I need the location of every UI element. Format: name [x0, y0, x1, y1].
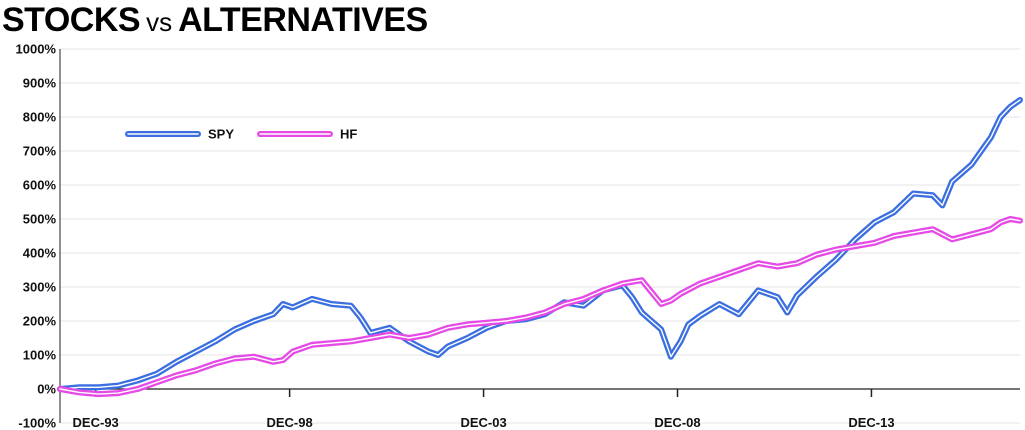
legend-item-spy: SPY: [125, 127, 234, 142]
title-part-stocks: STOCKS: [2, 1, 141, 39]
y-tick-label: 0%: [37, 382, 56, 397]
series-lines: [57, 97, 1023, 398]
y-tick-label: 200%: [23, 314, 57, 329]
legend-item-hf: HF: [257, 127, 357, 142]
title-part-alternatives: ALTERNATIVES: [178, 1, 428, 39]
y-tick-label: 1000%: [16, 42, 57, 57]
gridlines: [60, 48, 1020, 424]
y-tick-label: 300%: [23, 280, 57, 295]
x-tick-label: DEC-13: [848, 415, 894, 430]
y-tick-label: 500%: [23, 212, 57, 227]
legend: SPY HF: [125, 127, 357, 142]
x-tick-label: DEC-08: [654, 415, 700, 430]
legend-label-hf: HF: [340, 127, 357, 142]
y-tick-label: 900%: [23, 76, 57, 91]
series-hf-line: [57, 216, 1023, 398]
legend-label-spy: SPY: [208, 127, 234, 142]
y-tick-label: 800%: [23, 110, 57, 125]
x-tick-label: DEC-03: [460, 415, 506, 430]
x-tick-label: DEC-93: [73, 415, 119, 430]
y-tick-label: -100%: [18, 416, 56, 430]
y-tick-label: 700%: [23, 144, 57, 159]
y-tick-label: 100%: [23, 348, 57, 363]
x-tick-label: DEC-98: [266, 415, 312, 430]
y-tick-label: 400%: [23, 246, 57, 261]
chart-title: STOCKS vs ALTERNATIVES: [2, 0, 428, 40]
y-tick-label: 600%: [23, 178, 57, 193]
axes: -100% 0% 100% 200% 300% 400% 500% 600% 700% 800% 9…: [16, 42, 1020, 430]
series-hf-highlight: [59, 218, 1021, 395]
title-part-vs: vs: [146, 7, 173, 37]
